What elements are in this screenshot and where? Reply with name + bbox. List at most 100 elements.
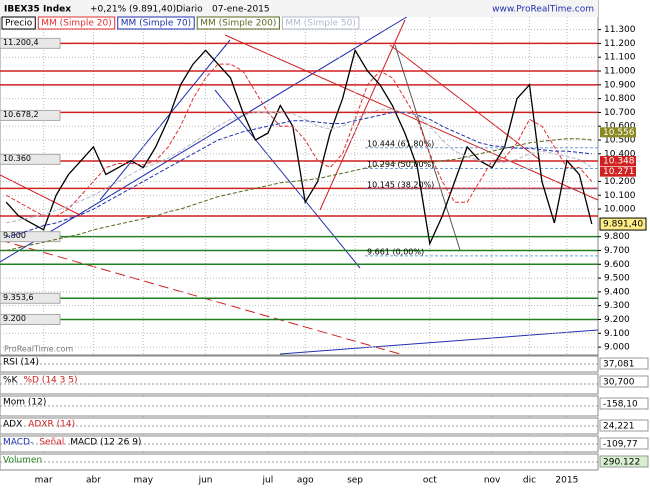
last-price-flag: [599, 217, 647, 231]
legend-box: [117, 16, 195, 30]
indicator-title: MACD (12 26 9): [70, 438, 141, 448]
price-panel: [0, 0, 599, 356]
moving-average: [6, 111, 592, 238]
volume-profile-bar: [0, 109, 61, 121]
trend-line: [279, 329, 599, 355]
level-label: 11.200,4: [3, 38, 39, 47]
indicator-value-box: [599, 375, 649, 388]
level-label: 10.678,2: [3, 110, 39, 119]
legend-box: [37, 16, 116, 30]
volume-profile-bar: [0, 37, 61, 49]
fib-label: 10.145 (38,20%): [367, 181, 434, 190]
volume-profile-bar: [0, 292, 61, 304]
site: www.ProRealTime.com: [492, 5, 594, 15]
trend-line: [99, 39, 231, 201]
legend-entry: MM (Simple 20): [41, 19, 111, 29]
indicator-value: 37,081: [603, 360, 635, 370]
y-tick-label: 10.600: [604, 122, 636, 132]
indicator-title: %D (14 3 5): [23, 376, 77, 386]
price-flag-label: 10.271: [603, 167, 635, 177]
symbol: IBEX35 Index: [4, 5, 71, 15]
level-label: 9.353,6: [3, 293, 34, 302]
change: +0,21% (9.891,40): [90, 5, 176, 15]
indicator-value: -109,77: [603, 440, 638, 450]
moving-average: [6, 138, 592, 251]
x-tick-label: jun: [198, 476, 213, 486]
price-flag: [600, 127, 636, 138]
trend-line: [319, 19, 406, 211]
moving-average: [5, 63, 593, 217]
trend-line: [0, 14, 411, 263]
trend-line: [0, 239, 401, 355]
indicator-value-box: [599, 455, 649, 468]
y-tick-label: 10.800: [604, 94, 636, 104]
y-tick-label: 11.300: [604, 25, 636, 35]
y-tick-label: 11.000: [604, 67, 636, 77]
indicator-value-box: [599, 419, 649, 432]
indicator-title: %K: [3, 376, 19, 386]
legend-entry: Precio: [5, 19, 33, 29]
legend-entry: MM (Simple 200): [200, 19, 276, 29]
y-tick-label: 9.400: [604, 287, 630, 297]
x-tick-label: dic: [523, 476, 536, 486]
fib-label: 10.444 (61,80%): [367, 139, 434, 148]
indicator-value: 290.122: [603, 458, 640, 468]
trend-line: [214, 89, 361, 269]
legend-entry: MM (Simple 70): [121, 19, 191, 29]
indicator-title: Mom (12): [3, 398, 46, 408]
y-tick-label: 9.700: [604, 246, 630, 256]
price-flag-label: 10.556: [603, 128, 635, 138]
y-tick-label: 10.200: [604, 177, 636, 187]
legend-box: [281, 16, 360, 30]
indicator-value: 24,221: [603, 422, 635, 432]
indicator-title: Señal: [39, 438, 64, 448]
price-flag-label: 10.348: [603, 157, 635, 167]
plot-frame: [0, 0, 599, 356]
x-tick-label: 2015: [555, 476, 578, 486]
y-tick-label: 10.900: [604, 80, 636, 90]
indicator-title: ADXR (14): [28, 420, 75, 430]
indicator-title: Volumen: [3, 456, 42, 466]
trend-line: [389, 44, 541, 161]
indicator-title: RSI (14): [3, 358, 39, 368]
x-tick-label: nov: [484, 476, 501, 486]
watermark: ProRealTime.com: [4, 345, 73, 354]
date: 07-ene-2015: [212, 5, 270, 15]
x-tick-label: may: [133, 476, 153, 486]
period: Diario: [176, 5, 203, 15]
y-tick-label: 9.800: [604, 232, 630, 242]
level-label: 9.200: [3, 314, 26, 323]
indicator-title: ADX: [3, 420, 22, 430]
y-tick-label: 10.700: [604, 108, 636, 118]
indicator-value: -158,10: [603, 400, 638, 410]
fib-label: 9.661 (0,00%): [367, 247, 424, 256]
x-tick-label: mar: [35, 476, 53, 486]
legend-entry: MM (Simple 50): [285, 19, 355, 29]
level-label: 9.800: [3, 231, 26, 240]
indicator-value: 30,700: [603, 378, 635, 388]
fib-label: 10.294 (50,00%): [367, 160, 434, 169]
price-flag: [600, 166, 636, 177]
y-tick-label: 9.500: [604, 274, 630, 284]
indicator-value-box: [599, 357, 649, 370]
y-tick-label: 9.300: [604, 301, 630, 311]
volume-profile-bar: [0, 313, 61, 325]
volume-profile-bar: [0, 153, 61, 165]
y-tick-label: 10.500: [604, 136, 636, 146]
indicator-value-box: [599, 397, 649, 410]
y-tick-label: 11.100: [604, 53, 636, 63]
legend-box: [1, 16, 36, 30]
y-tick-label: 9.100: [604, 329, 630, 339]
volume-profile-bar: [0, 231, 61, 243]
y-tick-label: 9.200: [604, 315, 630, 325]
y-tick-label: 10.400: [604, 149, 636, 159]
indicator-value-box: [599, 437, 649, 450]
price-flag: [600, 156, 636, 167]
y-tick-label: 9.000: [604, 343, 630, 353]
x-tick-label: jul: [261, 476, 273, 486]
y-tick-label: 10.000: [604, 205, 636, 215]
moving-average: [6, 109, 593, 224]
trend-lines: [0, 14, 599, 355]
x-tick-label: oct: [423, 476, 437, 486]
